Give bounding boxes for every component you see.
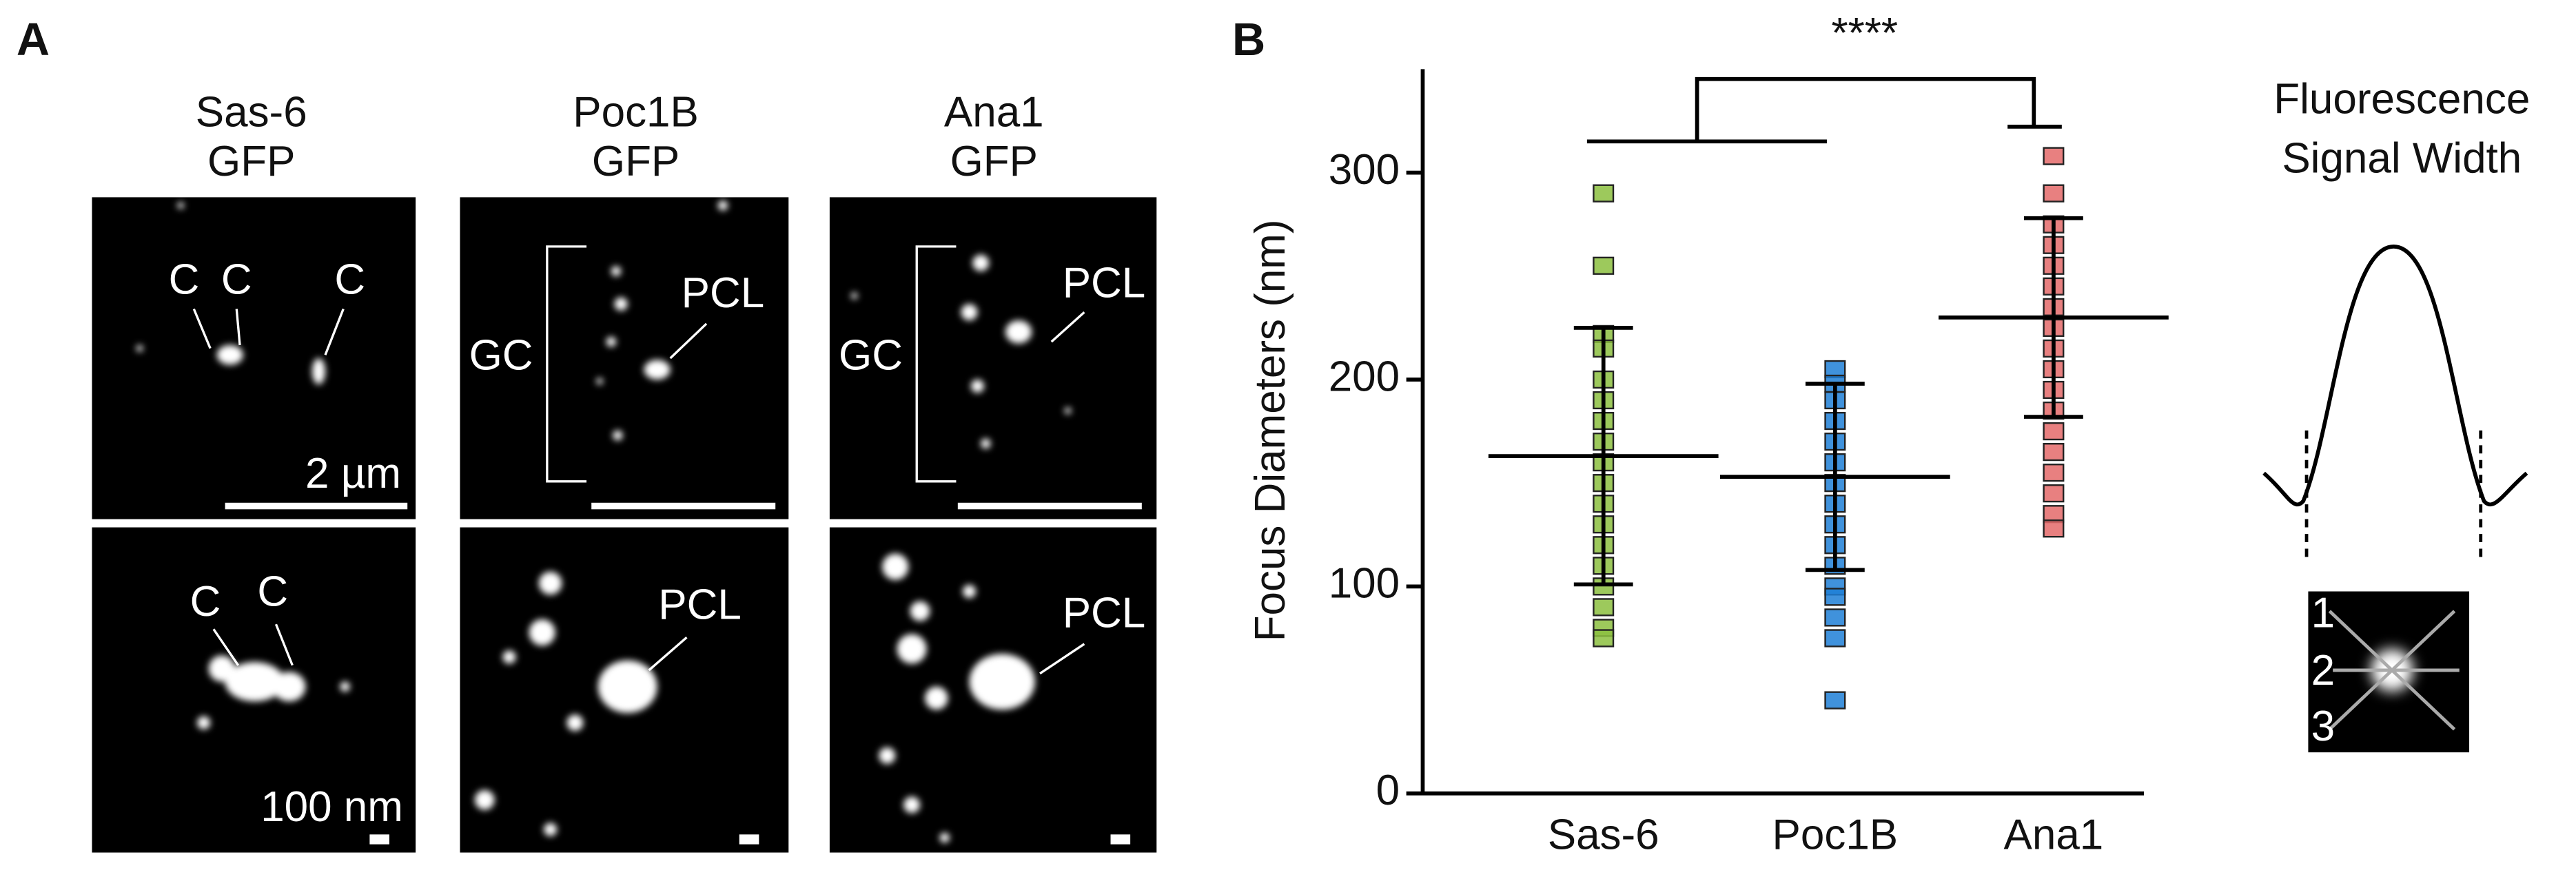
image-annotation: PCL [682, 269, 765, 317]
data-point [2043, 422, 2065, 441]
spot [2328, 610, 2460, 731]
schematic-title: Fluorescence [2273, 75, 2530, 123]
scale-bar-label: 2 µm [305, 450, 401, 497]
line-number: 2 [2311, 647, 2335, 694]
y-tick-label: 100 [1329, 560, 1400, 608]
data-point [1824, 629, 1846, 648]
plot: 0 100 200 300 Sas-6 Poc1B Ana1 [1329, 69, 2169, 858]
y-tick-label: 300 [1329, 146, 1400, 194]
column-header: Ana1 [944, 89, 1044, 136]
data-point [1593, 629, 1615, 648]
y-tick-label: 200 [1329, 353, 1400, 400]
schematic-title: Signal Width [2282, 134, 2522, 182]
x-tick-label: Ana1 [2004, 811, 2104, 858]
data-point [2043, 464, 2065, 482]
data-point [2043, 519, 2065, 538]
y-tick-label: 0 [1376, 767, 1400, 814]
panel-label: B [1232, 14, 1265, 65]
image-annotation: C [190, 578, 221, 625]
column-header: GFP [207, 138, 295, 185]
column-header: GFP [950, 138, 1038, 185]
line-number: 1 [2311, 590, 2335, 637]
image-annotation: C [334, 256, 365, 304]
significance: **** [1832, 10, 1898, 57]
image-annotation: PCL [1063, 590, 1146, 637]
column-header: Poc1B [573, 89, 699, 136]
data-point [1824, 608, 1846, 627]
image-annotation: PCL [1063, 259, 1146, 307]
data-point [1824, 691, 1846, 710]
micrographs [92, 197, 1157, 853]
column-header: Sas-6 [196, 89, 307, 136]
x-tick-label: Sas-6 [1548, 811, 1659, 858]
scale-bar-label: 100 nm [260, 783, 403, 831]
image-annotation: C [257, 568, 288, 616]
image-annotation: GC [469, 331, 533, 379]
data-point [2043, 484, 2065, 503]
x-tick-label: Poc1B [1772, 811, 1899, 858]
data-point [2043, 147, 2065, 165]
image-annotation: C [169, 256, 200, 304]
width-markers [2304, 430, 2483, 562]
data-point [2043, 443, 2065, 462]
significance-bracket [1586, 76, 2062, 144]
data-point [1593, 598, 1615, 617]
image-annotation: GC [839, 331, 903, 379]
annotation-lines [192, 245, 1085, 675]
image-annotation: PCL [658, 581, 742, 629]
image-annotation: C [221, 256, 252, 304]
data-point [1593, 184, 1615, 203]
data-point [1593, 256, 1615, 275]
y-axis-label: Focus Diameters (nm) [1247, 219, 1294, 641]
data-point [2043, 184, 2065, 203]
column-header: GFP [592, 138, 679, 185]
scale-bars [225, 502, 1142, 845]
data-point [1824, 588, 1846, 606]
panel-label: A [17, 14, 50, 65]
line-number: 3 [2311, 703, 2335, 750]
signal-curve [2262, 245, 2528, 507]
